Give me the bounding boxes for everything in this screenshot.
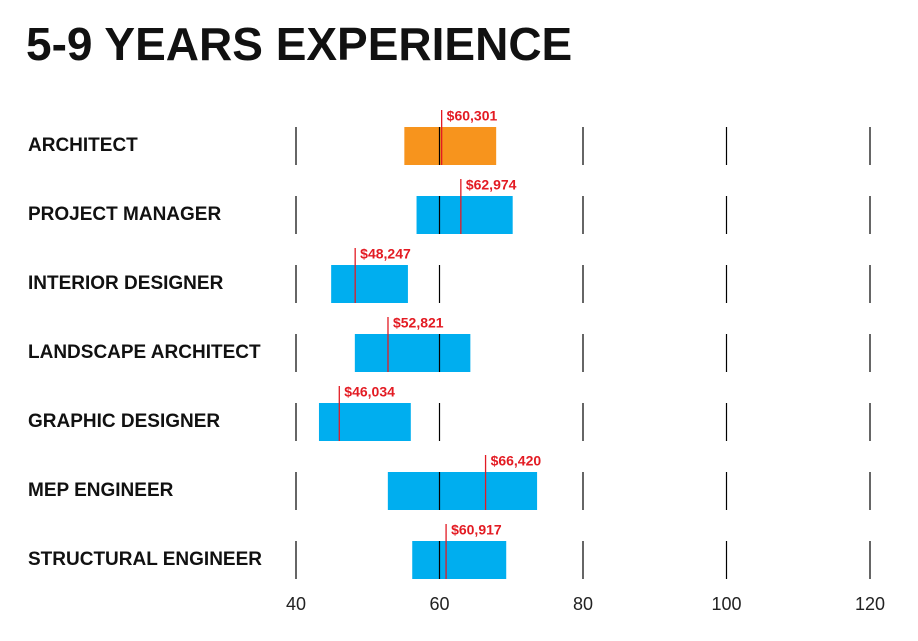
- median-label: $52,821: [393, 315, 444, 331]
- median-label: $60,301: [447, 108, 498, 124]
- x-tick-label: 40: [286, 594, 306, 614]
- median-label: $60,917: [451, 522, 502, 538]
- row-label: MEP ENGINEER: [28, 480, 174, 501]
- range-bar: [387, 472, 538, 510]
- x-tick-label: 80: [573, 594, 593, 614]
- range-bar: [404, 127, 497, 165]
- range-bar: [416, 196, 513, 234]
- chart-title: 5-9 YEARS EXPERIENCE: [26, 18, 572, 70]
- x-tick-label: 100: [711, 594, 741, 614]
- range-bar: [412, 541, 507, 579]
- range-bar: [354, 334, 471, 372]
- row-label: INTERIOR DESIGNER: [28, 273, 224, 294]
- median-label: $46,034: [344, 384, 395, 400]
- row-label: PROJECT MANAGER: [28, 204, 221, 225]
- row-label: GRAPHIC DESIGNER: [28, 411, 220, 432]
- range-bar: [318, 403, 411, 441]
- median-label: $66,420: [491, 453, 542, 469]
- row-label: LANDSCAPE ARCHITECT: [28, 342, 261, 363]
- row-label: STRUCTURAL ENGINEER: [28, 549, 262, 570]
- median-label: $48,247: [360, 246, 411, 262]
- row-label: ARCHITECT: [28, 135, 138, 156]
- x-tick-label: 120: [855, 594, 885, 614]
- x-tick-label: 60: [429, 594, 449, 614]
- median-label: $62,974: [466, 177, 517, 193]
- range-bar: [331, 265, 408, 303]
